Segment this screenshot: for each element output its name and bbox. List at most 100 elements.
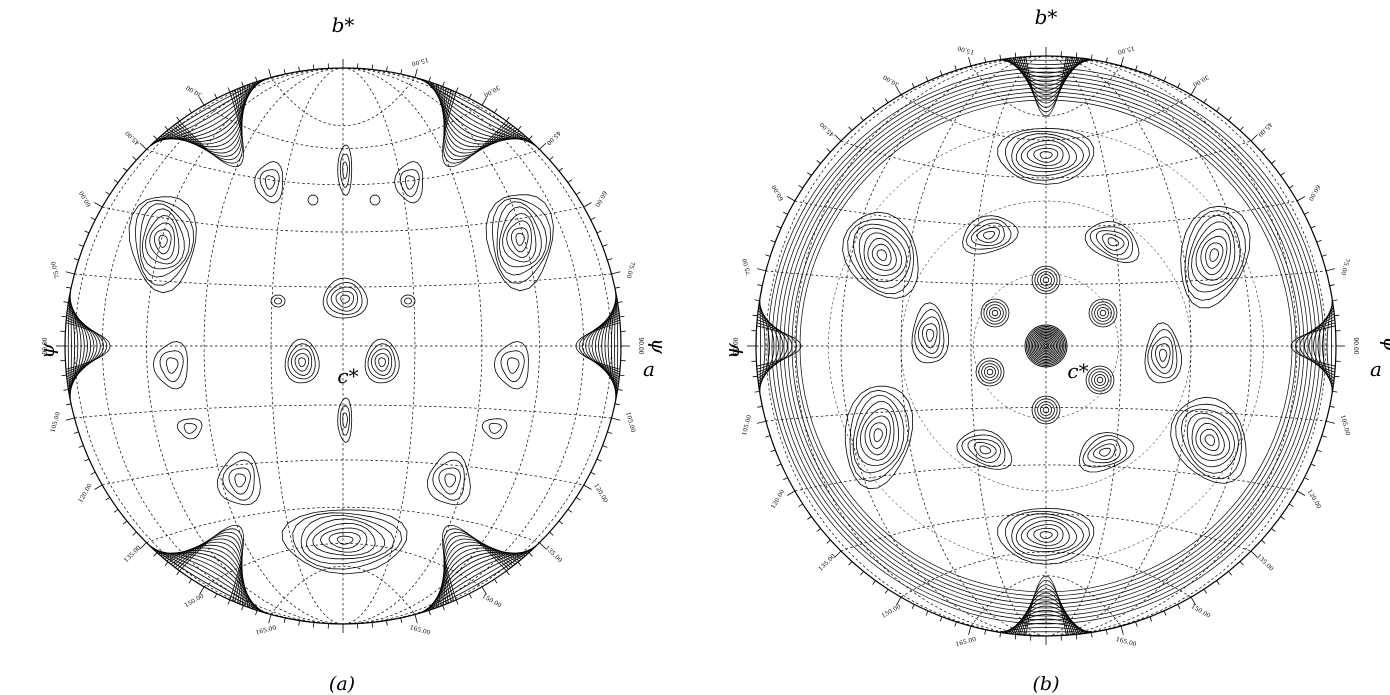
rim-tick (371, 64, 373, 70)
contour-line (598, 305, 619, 387)
contour-line (254, 161, 284, 204)
contour-line (1020, 140, 1070, 169)
contour-line (1023, 580, 1069, 636)
rim-tick (455, 599, 459, 605)
contour-line (438, 467, 461, 495)
rim-tick (1228, 116, 1232, 121)
contour-line (443, 535, 514, 604)
grid-meridian (342, 67, 416, 625)
contour-line (496, 201, 548, 276)
contour-line (759, 298, 761, 394)
contour-line (1018, 588, 1074, 635)
contour-line (174, 531, 243, 603)
contour-line (1035, 335, 1057, 357)
contour-line (588, 312, 620, 380)
contour-line (432, 459, 465, 501)
contour-line (419, 546, 536, 614)
contour-line (973, 441, 997, 459)
rim-tick (1334, 314, 1340, 317)
contour-line (66, 319, 108, 373)
contour-line (1039, 339, 1053, 353)
angle-label: 75.00 (741, 257, 752, 276)
grid-meridian (765, 55, 1047, 637)
axis-label-a: a (643, 357, 655, 381)
rim-tick (939, 70, 943, 76)
contour-line (982, 230, 996, 240)
rim-tick (1310, 225, 1316, 229)
contour-line (510, 227, 529, 253)
rim-tick (1216, 580, 1220, 585)
angle-label: 75.00 (625, 261, 636, 280)
rim-tick (1163, 610, 1167, 616)
rim-tick (164, 125, 169, 131)
contour-line (849, 389, 910, 482)
contour-line (422, 547, 534, 613)
contour-line (128, 196, 197, 294)
rim-tick (468, 93, 472, 99)
contour-line (1016, 57, 1076, 100)
angle-label: 30.00 (882, 73, 901, 88)
projection-grid-b (756, 55, 1336, 637)
grid-parallel (203, 104, 483, 149)
panel-caption-a: (a) (329, 673, 355, 695)
contour-line (1089, 226, 1133, 260)
angle-label: 30.00 (482, 84, 501, 99)
rim-tick (139, 142, 147, 150)
rim-tick (602, 445, 608, 448)
contour-line (506, 220, 532, 258)
grid-parallel (102, 459, 584, 486)
contour-line (965, 218, 1012, 250)
contour-line (1295, 322, 1336, 370)
contour-line (443, 88, 514, 157)
rim-tick (816, 160, 821, 164)
rim-tick (798, 503, 804, 508)
axis-label-psi-left: ψ (35, 343, 59, 359)
contour-line (997, 127, 1095, 185)
contour-line (162, 83, 251, 143)
contour-line (342, 161, 348, 180)
angle-label: 90.00 (1352, 337, 1359, 354)
rim-tick (1120, 625, 1124, 635)
rim-tick (428, 610, 431, 616)
rim-tick (786, 490, 796, 496)
rim-tick (911, 83, 915, 88)
contour-line (1012, 601, 1080, 635)
contour-line (1024, 324, 1068, 368)
contour-line (374, 353, 390, 372)
rim-tick (122, 520, 128, 525)
axis-label-a: a (1370, 357, 1382, 381)
contour-line (141, 208, 185, 270)
rim-tick (614, 403, 620, 406)
axis-label-c-star: c* (1067, 359, 1088, 383)
contour-line (165, 357, 179, 374)
contour-line (997, 507, 1095, 565)
contour-line (340, 294, 350, 304)
angle-label: 120.00 (1306, 488, 1323, 510)
contour-line (1005, 510, 1091, 561)
contour-line (162, 549, 251, 609)
contour-line (869, 422, 888, 449)
contour-line (864, 415, 891, 456)
contour-line (858, 227, 908, 283)
rim-tick (1325, 268, 1335, 272)
contour-line (771, 71, 1321, 621)
rim-tick (1014, 52, 1017, 58)
contour-line (440, 544, 520, 607)
rim-tick (826, 539, 831, 544)
contour-line (1299, 319, 1335, 373)
rim-tick (132, 156, 137, 161)
rim-tick (619, 374, 625, 376)
contour-line (442, 90, 509, 164)
contour-line (1317, 307, 1334, 385)
pole-figure-panel-b: 15.00 30.00 45.00 60.00 75.00 90.00 105.00 120.… (720, 5, 1390, 695)
contour-line (183, 422, 197, 434)
rim-tick (428, 76, 431, 82)
contour-line (1209, 248, 1219, 262)
contour-line (873, 428, 883, 443)
grid-parallel (270, 565, 416, 615)
rim-tick (105, 497, 111, 501)
rim-tick (776, 225, 782, 229)
contour-line (66, 314, 101, 378)
contour-line (400, 294, 416, 308)
